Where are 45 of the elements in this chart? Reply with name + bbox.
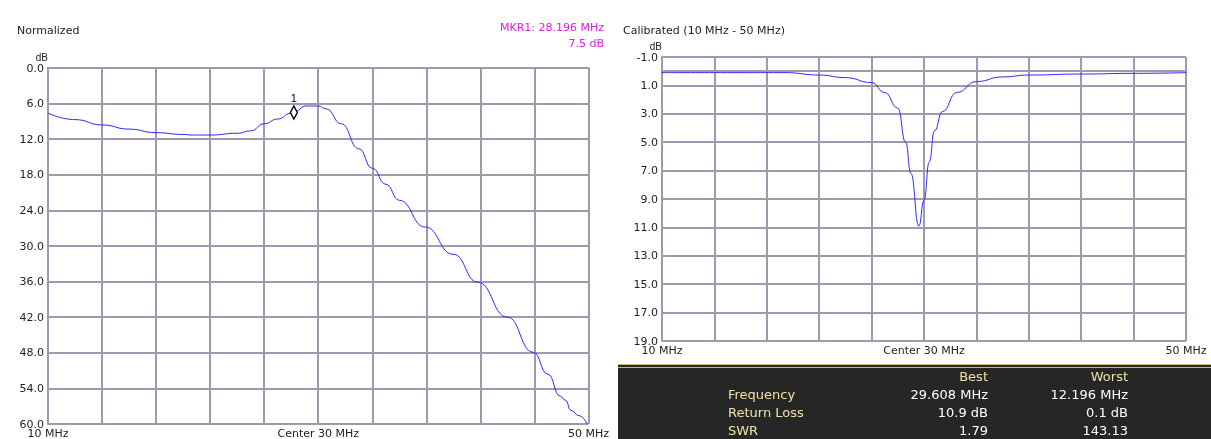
x-tick-label: 50 MHz [1165,344,1207,357]
x-tick-label: 10 MHz [641,344,683,357]
x-tick-label: 50 MHz [567,427,610,439]
y-tick-label: 18.0 [19,168,44,182]
y-tick-label: 11.0 [633,220,658,234]
x-tick-label: 10 MHz [27,427,69,439]
x-tick-label: Center 30 MHz [277,427,360,439]
text: 143.13 [1081,422,1128,439]
y-tick-label: 36.0 [19,275,44,289]
y-tick-label: 13.0 [633,249,658,263]
text: MKR1: 28.196 MHz [499,21,605,34]
line-series [661,72,1187,227]
y-axis-title: dB [35,51,49,63]
text: 1.79 [958,422,988,439]
y-tick-label: 30.0 [19,239,44,253]
y-tick-label: 48.0 [19,346,44,360]
y-tick-label: 9.0 [640,192,658,206]
y-tick-label: 15.0 [633,277,658,291]
x-tick-label: Center 30 MHz [883,344,965,357]
text: Return Loss [728,404,805,422]
y-tick-label: 1.0 [640,78,658,92]
chart-title: Calibrated (10 MHz - 50 MHz) [623,24,785,37]
y-tick-label: 42.0 [19,310,44,324]
y-tick-label: -1.0 [636,50,658,64]
y-tick-label: 5.0 [640,135,658,149]
y-tick-label: 17.0 [633,306,658,320]
y-tick-label: 24.0 [19,203,44,217]
y-tick-label: 3.0 [640,107,658,121]
y-tick-label: 12.0 [19,132,44,146]
text: SWR [728,422,760,439]
text: Worst [1089,368,1128,386]
annotation: 1 [290,92,297,105]
text: 10.9 dB [936,404,988,422]
y-tick-label: 6.0 [26,97,44,111]
chart-title: Normalized [17,24,80,37]
y-tick-label: 0.0 [26,61,44,75]
text: 12.196 MHz [1049,386,1128,404]
text: 0.1 dB [1085,404,1128,422]
text: 29.608 MHz [909,386,988,404]
y-tick-label: 54.0 [19,381,44,395]
text: 7.5 dB [568,37,605,50]
text: Best [958,368,988,386]
y-tick-label: 7.0 [640,164,658,178]
text: Frequency [728,386,797,404]
y-axis-title: dB [649,40,663,52]
